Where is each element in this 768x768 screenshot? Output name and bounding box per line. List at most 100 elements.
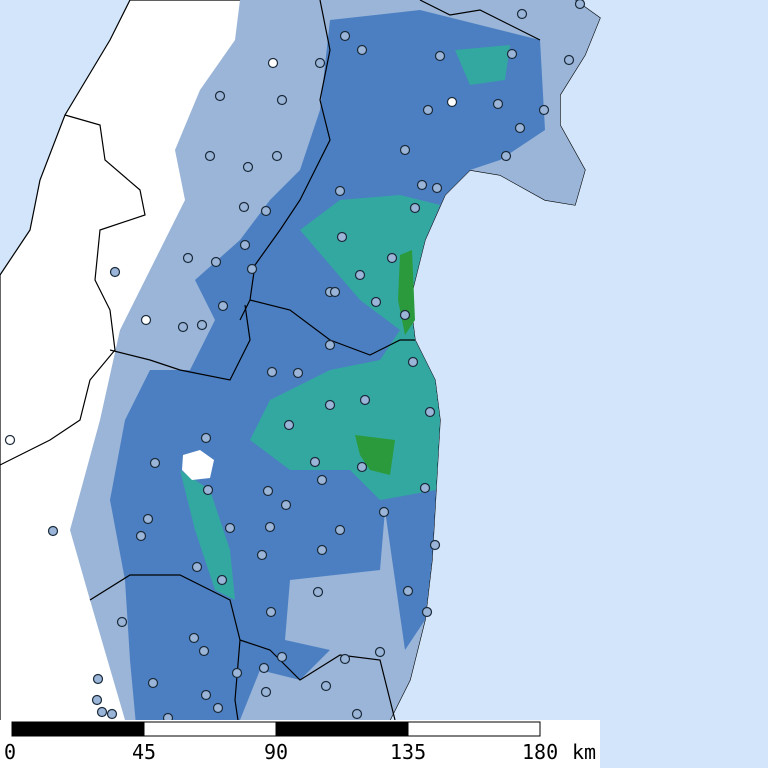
station (359, 394, 371, 406)
border (89, 574, 246, 768)
border (239, 639, 396, 721)
station (283, 419, 295, 431)
scale-segment (407, 721, 541, 737)
border (239, 0, 331, 321)
station (431, 182, 443, 194)
station (419, 482, 431, 494)
station (212, 702, 224, 714)
station (334, 185, 346, 197)
stations (4, 0, 586, 724)
station (316, 544, 328, 556)
station (177, 321, 189, 333)
station (149, 457, 161, 469)
station (324, 339, 336, 351)
station (196, 319, 208, 331)
station (329, 286, 341, 298)
station (109, 266, 121, 278)
station (563, 54, 575, 66)
station (356, 461, 368, 473)
station (276, 651, 288, 663)
station (354, 269, 366, 281)
station (4, 434, 16, 446)
station (422, 104, 434, 116)
station (320, 680, 332, 692)
station (316, 474, 328, 486)
border (249, 299, 415, 356)
station (198, 645, 210, 657)
scale-label: 180 (522, 740, 558, 764)
station (140, 314, 152, 326)
station (204, 150, 216, 162)
station (276, 94, 288, 106)
station (409, 202, 421, 214)
station (351, 708, 363, 720)
station (324, 399, 336, 411)
station (239, 239, 251, 251)
station (399, 309, 411, 321)
station (309, 456, 321, 468)
station (374, 646, 386, 658)
station (116, 616, 128, 628)
scale-segment (143, 721, 277, 737)
scale-label: 90 (264, 740, 288, 764)
station (292, 367, 304, 379)
station (265, 606, 277, 618)
station (339, 30, 351, 42)
station (262, 485, 274, 497)
station (246, 263, 258, 275)
station (506, 48, 518, 60)
station (266, 366, 278, 378)
station (407, 356, 419, 368)
station (135, 530, 147, 542)
station (202, 484, 214, 496)
border (0, 114, 146, 466)
station (191, 561, 203, 573)
scale-label: 135 (390, 740, 426, 764)
border (419, 0, 541, 41)
scale-label: 45 (132, 740, 156, 764)
prefecture-borders (0, 0, 541, 768)
station (356, 44, 368, 56)
station (514, 122, 526, 134)
station (416, 179, 428, 191)
station (142, 513, 154, 525)
station (238, 201, 250, 213)
border (109, 304, 251, 381)
station (147, 677, 159, 689)
station (334, 524, 346, 536)
station (421, 606, 433, 618)
station (399, 144, 411, 156)
station (200, 432, 212, 444)
station (500, 150, 512, 162)
station (492, 98, 504, 110)
station (91, 694, 103, 706)
station (386, 252, 398, 264)
scale-label: 0 (4, 740, 16, 764)
station (188, 632, 200, 644)
station (312, 586, 324, 598)
station (280, 499, 292, 511)
station (217, 300, 229, 312)
intensity-teal (250, 195, 440, 500)
station (424, 406, 436, 418)
intensity-green (355, 435, 395, 475)
station (538, 104, 550, 116)
station (231, 667, 243, 679)
station (47, 525, 59, 537)
station (256, 549, 268, 561)
station (370, 296, 382, 308)
station (214, 90, 226, 102)
station (224, 522, 236, 534)
station (267, 57, 279, 69)
station (336, 231, 348, 243)
station (271, 150, 283, 162)
station (402, 585, 414, 597)
station (434, 50, 446, 62)
station (182, 252, 194, 264)
station (106, 708, 118, 720)
scale-bar (11, 721, 541, 737)
station (574, 0, 586, 10)
station (210, 256, 222, 268)
